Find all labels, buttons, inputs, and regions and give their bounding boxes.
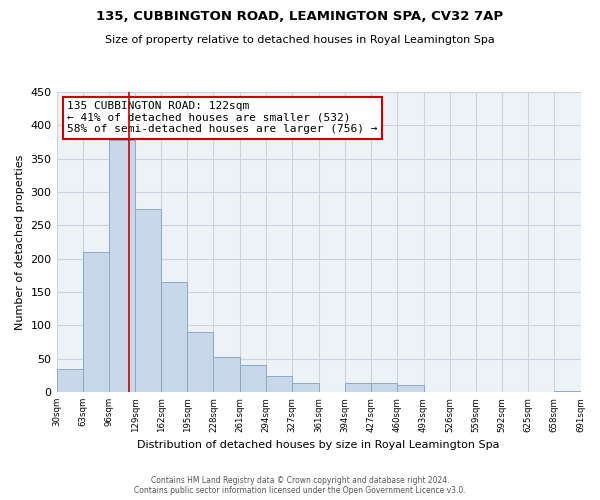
Bar — [109, 140, 135, 392]
Bar — [292, 384, 319, 392]
Bar — [397, 386, 424, 392]
Text: 135, CUBBINGTON ROAD, LEAMINGTON SPA, CV32 7AP: 135, CUBBINGTON ROAD, LEAMINGTON SPA, CV… — [97, 10, 503, 23]
Bar — [371, 384, 397, 392]
Bar — [214, 356, 239, 392]
Bar — [83, 252, 109, 392]
Bar — [345, 384, 371, 392]
Bar — [161, 282, 187, 392]
Text: Contains HM Land Registry data © Crown copyright and database right 2024.
Contai: Contains HM Land Registry data © Crown c… — [134, 476, 466, 495]
Bar — [266, 376, 292, 392]
Bar — [135, 208, 161, 392]
X-axis label: Distribution of detached houses by size in Royal Leamington Spa: Distribution of detached houses by size … — [137, 440, 500, 450]
Bar — [239, 366, 266, 392]
Bar — [554, 390, 580, 392]
Y-axis label: Number of detached properties: Number of detached properties — [15, 154, 25, 330]
Bar — [56, 368, 83, 392]
Text: 135 CUBBINGTON ROAD: 122sqm
← 41% of detached houses are smaller (532)
58% of se: 135 CUBBINGTON ROAD: 122sqm ← 41% of det… — [67, 101, 377, 134]
Bar — [187, 332, 214, 392]
Text: Size of property relative to detached houses in Royal Leamington Spa: Size of property relative to detached ho… — [105, 35, 495, 45]
